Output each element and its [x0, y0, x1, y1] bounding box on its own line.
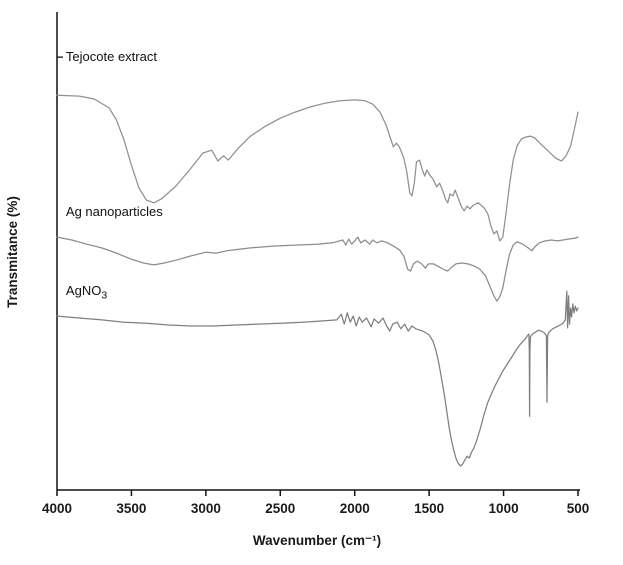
x-tick-label-4000: 4000 [42, 501, 72, 516]
series-label-subscript-agno3: 3 [101, 290, 107, 302]
x-tick-label-500: 500 [567, 501, 590, 516]
spectrum-trace-tejocote-extract [56, 94, 579, 242]
x-tick-label-1000: 1000 [489, 501, 519, 516]
x-tick-label-2500: 2500 [265, 501, 295, 516]
y-axis-title: Transmitance (%) [5, 196, 20, 308]
x-tick-label-3500: 3500 [116, 501, 146, 516]
x-axis-title: Wavenumber (cm⁻¹) [253, 533, 381, 548]
spectrum-trace-ag-nanoparticles [56, 236, 579, 302]
spectrum-trace-agno3 [56, 290, 579, 467]
series-label-agno3: AgNO3 [66, 283, 107, 302]
series-label-ag-nanoparticles: Ag nanoparticles [66, 204, 163, 219]
x-tick-label-2000: 2000 [340, 501, 370, 516]
chart-plot-area: 4000 3500 3000 2500 2000 1500 1000 500 Tejocote … [42, 12, 589, 516]
x-tick-label-1500: 1500 [414, 501, 444, 516]
series-label-tejocote-extract: Tejocote extract [66, 49, 157, 64]
x-tick-label-3000: 3000 [191, 501, 221, 516]
